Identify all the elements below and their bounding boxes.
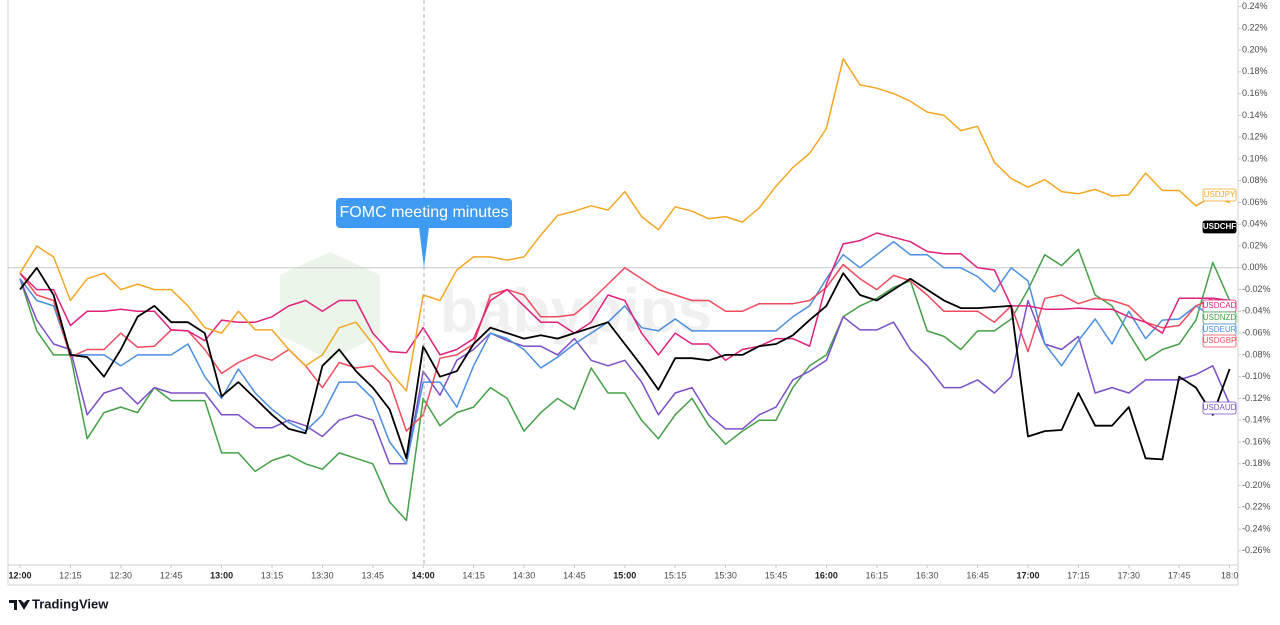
y-tick-label: -0.02% bbox=[1242, 284, 1271, 294]
x-tick-label: 12:15 bbox=[59, 570, 82, 580]
legend-tag-box bbox=[1202, 334, 1237, 348]
y-tick-label: -0.26% bbox=[1242, 545, 1271, 555]
x-tick-label: 15:15 bbox=[664, 570, 687, 580]
legend-tag: USDEUR bbox=[1202, 323, 1237, 337]
series-line bbox=[19, 266, 1231, 461]
x-tick-label: 15:45 bbox=[765, 570, 788, 580]
legend-tag: USDNZD bbox=[1202, 311, 1237, 325]
y-tick-label: -0.08% bbox=[1242, 349, 1271, 359]
y-tick-label: -0.20% bbox=[1242, 480, 1271, 490]
x-tick-label: 13:15 bbox=[261, 570, 284, 580]
brand-name: TradingView bbox=[32, 596, 109, 611]
x-tick-label: 17:00 bbox=[1016, 570, 1039, 580]
y-tick-label: -0.14% bbox=[1242, 415, 1271, 425]
y-tick-label: -0.12% bbox=[1242, 393, 1271, 403]
x-tick-label: 12:30 bbox=[110, 570, 133, 580]
x-tick-label: 13:00 bbox=[210, 570, 233, 580]
series-layer bbox=[19, 58, 1231, 522]
legend-tag: USDGBP bbox=[1202, 334, 1237, 348]
series-line bbox=[19, 248, 1231, 522]
x-tick-label: 14:30 bbox=[513, 570, 536, 580]
y-tick-label: 0.04% bbox=[1242, 219, 1268, 229]
y-tick-label: -0.10% bbox=[1242, 371, 1271, 381]
legend-tag-label: USDEUR bbox=[1203, 325, 1237, 334]
x-tick-label: 16:30 bbox=[916, 570, 939, 580]
y-tick-label: 0.12% bbox=[1242, 132, 1268, 142]
legend-tag-box bbox=[1202, 188, 1237, 202]
legend-tag-label: USDGBP bbox=[1203, 336, 1237, 345]
y-tick-label: 0.14% bbox=[1242, 110, 1268, 120]
y-tick-label: -0.18% bbox=[1242, 458, 1271, 468]
brand-logo bbox=[9, 600, 30, 610]
series-line bbox=[19, 232, 1230, 362]
x-tick-label: 17:45 bbox=[1168, 570, 1191, 580]
brand: TradingView bbox=[9, 596, 109, 611]
y-tick-label: 0.06% bbox=[1242, 197, 1268, 207]
y-tick-label: 0.20% bbox=[1242, 44, 1268, 54]
x-tick-label: 17:30 bbox=[1118, 570, 1141, 580]
legend-tag-label: USDAUD bbox=[1203, 403, 1237, 412]
x-tick-label: 14:15 bbox=[462, 570, 485, 580]
legend-tag: USDAUD bbox=[1202, 401, 1237, 415]
x-tick-label: 13:45 bbox=[362, 570, 385, 580]
legend-tag: USDJPY bbox=[1202, 188, 1237, 202]
watermark: babypips bbox=[440, 276, 712, 345]
legend-tag-box bbox=[1202, 401, 1237, 415]
x-tick-label: 16:45 bbox=[966, 570, 989, 580]
series-line bbox=[19, 263, 1230, 432]
series-line bbox=[19, 278, 1231, 465]
legend-tag-label: USDCHF bbox=[1203, 222, 1236, 231]
y-tick-label: 0.16% bbox=[1242, 88, 1268, 98]
y-tick-label: 0.02% bbox=[1242, 240, 1268, 250]
annotation-pointer bbox=[419, 227, 429, 268]
legend-tag: USDCHF bbox=[1202, 220, 1237, 234]
legend-tag-label: USDJPY bbox=[1204, 190, 1236, 199]
y-tick-label: 0.18% bbox=[1242, 66, 1268, 76]
annotation-text: FOMC meeting minutes bbox=[340, 204, 509, 221]
y-tick-label: -0.04% bbox=[1242, 306, 1271, 316]
x-tick-label: 13:30 bbox=[311, 570, 334, 580]
series-line bbox=[19, 240, 1231, 465]
x-tick-label: 15:30 bbox=[714, 570, 737, 580]
series-line bbox=[19, 58, 1230, 392]
y-tick-label: 0.24% bbox=[1242, 1, 1268, 11]
annotation-callout: FOMC meeting minutes bbox=[336, 198, 512, 268]
y-tick-label: 0.22% bbox=[1242, 23, 1268, 33]
y-tick-label: -0.06% bbox=[1242, 327, 1271, 337]
y-tick-label: 0.10% bbox=[1242, 153, 1268, 163]
y-tick-label: -0.22% bbox=[1242, 502, 1271, 512]
x-tick-label: 15:00 bbox=[613, 570, 636, 580]
x-tick-label: 16:00 bbox=[815, 570, 838, 580]
annotation-box bbox=[336, 198, 512, 228]
legend-tag-box bbox=[1202, 220, 1237, 234]
y-tick-label: -0.24% bbox=[1242, 523, 1271, 533]
x-tick-label: 12:45 bbox=[160, 570, 183, 580]
x-tick-label: 17:15 bbox=[1067, 570, 1090, 580]
y-tick-label: -0.16% bbox=[1242, 436, 1271, 446]
x-tick-label: 14:00 bbox=[412, 570, 435, 580]
x-tick-label: 16:15 bbox=[866, 570, 889, 580]
y-tick-label: 0.00% bbox=[1242, 262, 1268, 272]
x-tick-label: 14:45 bbox=[563, 570, 586, 580]
x-tick-label: 12:00 bbox=[8, 570, 31, 580]
legend-tag-label: USDNZD bbox=[1203, 313, 1237, 322]
y-tick-label: 0.08% bbox=[1242, 175, 1268, 185]
legend-tag-label: USDCAD bbox=[1203, 301, 1237, 310]
x-tick-label: 18:0 bbox=[1221, 570, 1239, 580]
legend-tag: USDCAD bbox=[1202, 299, 1237, 313]
